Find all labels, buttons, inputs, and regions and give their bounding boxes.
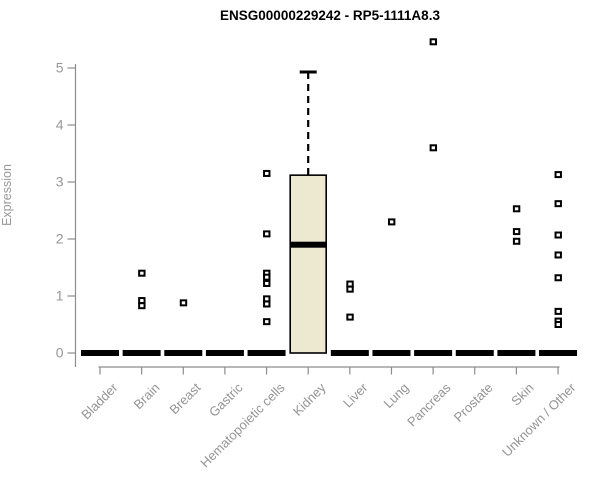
data-point bbox=[512, 228, 521, 236]
data-point bbox=[263, 169, 271, 177]
zero-box bbox=[81, 350, 119, 356]
data-point bbox=[346, 313, 354, 321]
data-point bbox=[554, 321, 562, 328]
zero-box bbox=[247, 350, 286, 356]
data-point bbox=[512, 205, 521, 213]
data-point bbox=[554, 251, 562, 259]
zero-box bbox=[164, 350, 203, 356]
data-point bbox=[554, 200, 562, 208]
y-tick-label: 4 bbox=[56, 117, 64, 133]
data-point bbox=[263, 273, 271, 281]
zero-box bbox=[330, 350, 369, 356]
data-point bbox=[554, 274, 562, 282]
median-line bbox=[290, 241, 327, 248]
data-point bbox=[346, 285, 354, 293]
data-point bbox=[429, 38, 438, 46]
zero-box bbox=[539, 350, 578, 356]
y-tick-label: 0 bbox=[56, 345, 64, 361]
data-point bbox=[512, 237, 521, 245]
data-point bbox=[554, 307, 562, 315]
box-rect bbox=[289, 174, 328, 354]
data-point bbox=[554, 171, 562, 179]
data-point bbox=[429, 144, 438, 152]
y-tick-label: 5 bbox=[56, 60, 64, 76]
data-point bbox=[263, 318, 271, 326]
data-point bbox=[387, 218, 396, 226]
zero-box bbox=[455, 350, 494, 356]
data-point bbox=[138, 269, 146, 277]
chart-title: ENSG00000229242 - RP5-1111A8.3 bbox=[220, 8, 440, 23]
data-point bbox=[138, 302, 146, 310]
data-point bbox=[554, 231, 562, 239]
zero-box bbox=[122, 350, 161, 356]
zero-box bbox=[497, 350, 536, 356]
y-tick-label: 3 bbox=[56, 174, 64, 190]
zero-box bbox=[414, 350, 453, 356]
y-tick-label: 2 bbox=[56, 231, 64, 247]
zero-box bbox=[372, 350, 411, 356]
data-point bbox=[263, 279, 271, 287]
data-point bbox=[263, 300, 271, 308]
data-point bbox=[263, 230, 271, 238]
data-point bbox=[179, 299, 188, 307]
y-tick-label: 1 bbox=[56, 288, 64, 304]
zero-box bbox=[205, 350, 244, 356]
